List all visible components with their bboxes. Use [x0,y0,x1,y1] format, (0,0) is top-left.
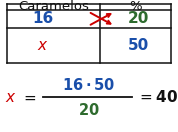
Text: $\mathit{x}$: $\mathit{x}$ [5,89,17,105]
Text: 16: 16 [32,11,53,26]
Text: $\mathbf{16 \cdot 50}$: $\mathbf{16 \cdot 50}$ [62,77,116,93]
Text: 50: 50 [128,38,150,53]
Text: %: % [129,0,142,13]
Text: $\mathbf{20}$: $\mathbf{20}$ [78,102,100,118]
Text: 20: 20 [128,11,150,26]
Text: $\mathit{x}$: $\mathit{x}$ [37,38,48,53]
Text: Caramelos: Caramelos [18,0,89,13]
Text: $= \mathbf{40}$: $= \mathbf{40}$ [137,89,178,105]
Text: $=$: $=$ [21,89,37,105]
